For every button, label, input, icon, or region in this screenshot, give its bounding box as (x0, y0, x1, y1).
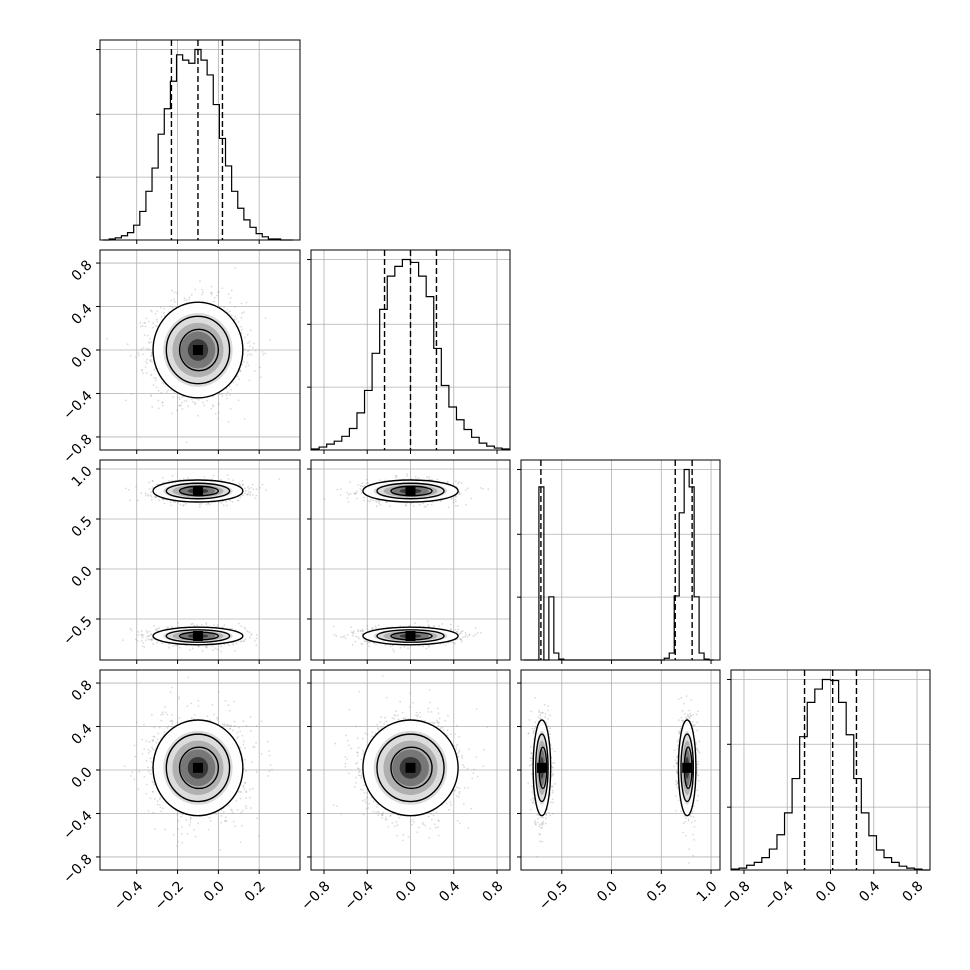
histogram-4-x-tick-label: −0.4 (761, 878, 796, 913)
density-peak (405, 631, 416, 641)
panel-frame (520, 459, 721, 661)
density-1-y-tick-label: 0.0 (69, 344, 96, 371)
contour-line (362, 719, 459, 817)
panel-frame (99, 459, 301, 661)
density-1-y-tick-label: 0.4 (69, 301, 96, 328)
contour-line (376, 482, 445, 500)
contour-line (362, 626, 459, 646)
contour-line (532, 719, 552, 817)
density-5-x-tick-label: 0.8 (480, 878, 507, 905)
contour-line (178, 485, 220, 497)
contour-line (390, 485, 433, 497)
density-2-y-tick-label: 0.5 (69, 513, 96, 540)
contour-line (535, 733, 549, 803)
density-6-x-tick-label: 1.0 (694, 878, 721, 905)
contour-line (362, 479, 459, 503)
density-4-y-tick-label: 0.0 (69, 764, 96, 791)
density-peak (405, 762, 416, 773)
density-2-y-tick-label: 0.0 (69, 563, 96, 590)
density-4-y-tick-label: −0.8 (60, 851, 95, 886)
contour-line (178, 328, 220, 372)
contour-line (390, 631, 433, 641)
histogram-step-1 (103, 48, 293, 241)
histogram-4-x-tick-label: −0.8 (718, 878, 753, 913)
density-panel-6: −0.5 0.0 0.5 1.0 (517, 669, 721, 914)
contour-line (152, 626, 244, 646)
contour-line (152, 301, 244, 399)
contour-line (680, 733, 695, 803)
density-peak (192, 486, 203, 496)
density-6-x-tick-label: −0.5 (536, 878, 571, 913)
contour-line (165, 629, 231, 643)
density-panel-5: −0.8 −0.4 0.0 0.4 0.8 (298, 669, 511, 914)
histogram-4-x-tick-label: 0.8 (900, 878, 927, 905)
panel-frame (99, 39, 301, 241)
contour-line (178, 746, 220, 790)
contour-line (376, 629, 445, 643)
density-5-x-tick-label: 0.0 (393, 878, 420, 905)
density-4-y-tick-label: −0.4 (60, 808, 95, 843)
histogram-4-x-tick-label: 0.4 (856, 878, 883, 905)
contour-line (677, 719, 697, 817)
histogram-panel-2 (307, 249, 511, 454)
density-5-x-tick-label: −0.8 (298, 878, 333, 913)
contour-line (683, 746, 693, 790)
density-4-y-tick-label: 0.8 (69, 677, 96, 704)
density-panel-4: −0.4 −0.2 0.0 0.2−0.8−0.40.00.40.8 (60, 669, 301, 914)
contour-line (152, 719, 244, 817)
contour-line (538, 746, 548, 790)
density-4-x-tick-label: −0.2 (152, 878, 187, 913)
contour-line (165, 315, 231, 385)
histogram-4-x-tick-label: 0.0 (813, 878, 840, 905)
density-6-x-tick-label: 0.0 (594, 878, 621, 905)
contour-line (376, 733, 445, 803)
density-1-y-tick-label: −0.4 (60, 388, 95, 423)
density-peak (192, 345, 203, 355)
density-peak (682, 762, 693, 773)
contour-line (178, 631, 220, 641)
density-peak (192, 631, 203, 641)
density-panel-1: −0.8 −0.4 0.0 0.4 0.8 (60, 249, 301, 467)
histogram-panel-4: −0.8 −0.4 0.0 0.4 0.8 (718, 669, 931, 914)
density-6-x-tick-label: 0.5 (644, 878, 671, 905)
contour-line (390, 746, 433, 790)
density-panel-2: −0.5 0.0 0.5 1.0 (60, 459, 301, 664)
density-peak (192, 762, 203, 773)
density-peak (405, 486, 416, 496)
density-4-x-tick-label: −0.4 (111, 878, 146, 913)
density-4-x-tick-label: 0.2 (242, 878, 269, 905)
density-5-x-tick-label: −0.4 (341, 878, 376, 913)
density-2-y-tick-label: 1.0 (69, 463, 96, 490)
density-2-y-tick-label: −0.5 (60, 613, 95, 648)
density-panel-3 (307, 459, 511, 664)
contour-line (165, 733, 231, 803)
density-1-y-tick-label: −0.8 (60, 431, 95, 466)
contour-line (165, 482, 231, 500)
density-4-y-tick-label: 0.4 (69, 721, 96, 748)
density-5-x-tick-label: 0.4 (436, 878, 463, 905)
histogram-panel-3 (517, 459, 721, 664)
density-4-x-tick-label: 0.0 (201, 878, 228, 905)
histogram-step-4 (730, 678, 930, 871)
contour-line (152, 479, 244, 503)
density-peak (536, 762, 547, 773)
density-1-y-tick-label: 0.8 (69, 257, 96, 284)
histogram-step-3 (523, 468, 715, 661)
histogram-panel-1 (96, 39, 301, 244)
